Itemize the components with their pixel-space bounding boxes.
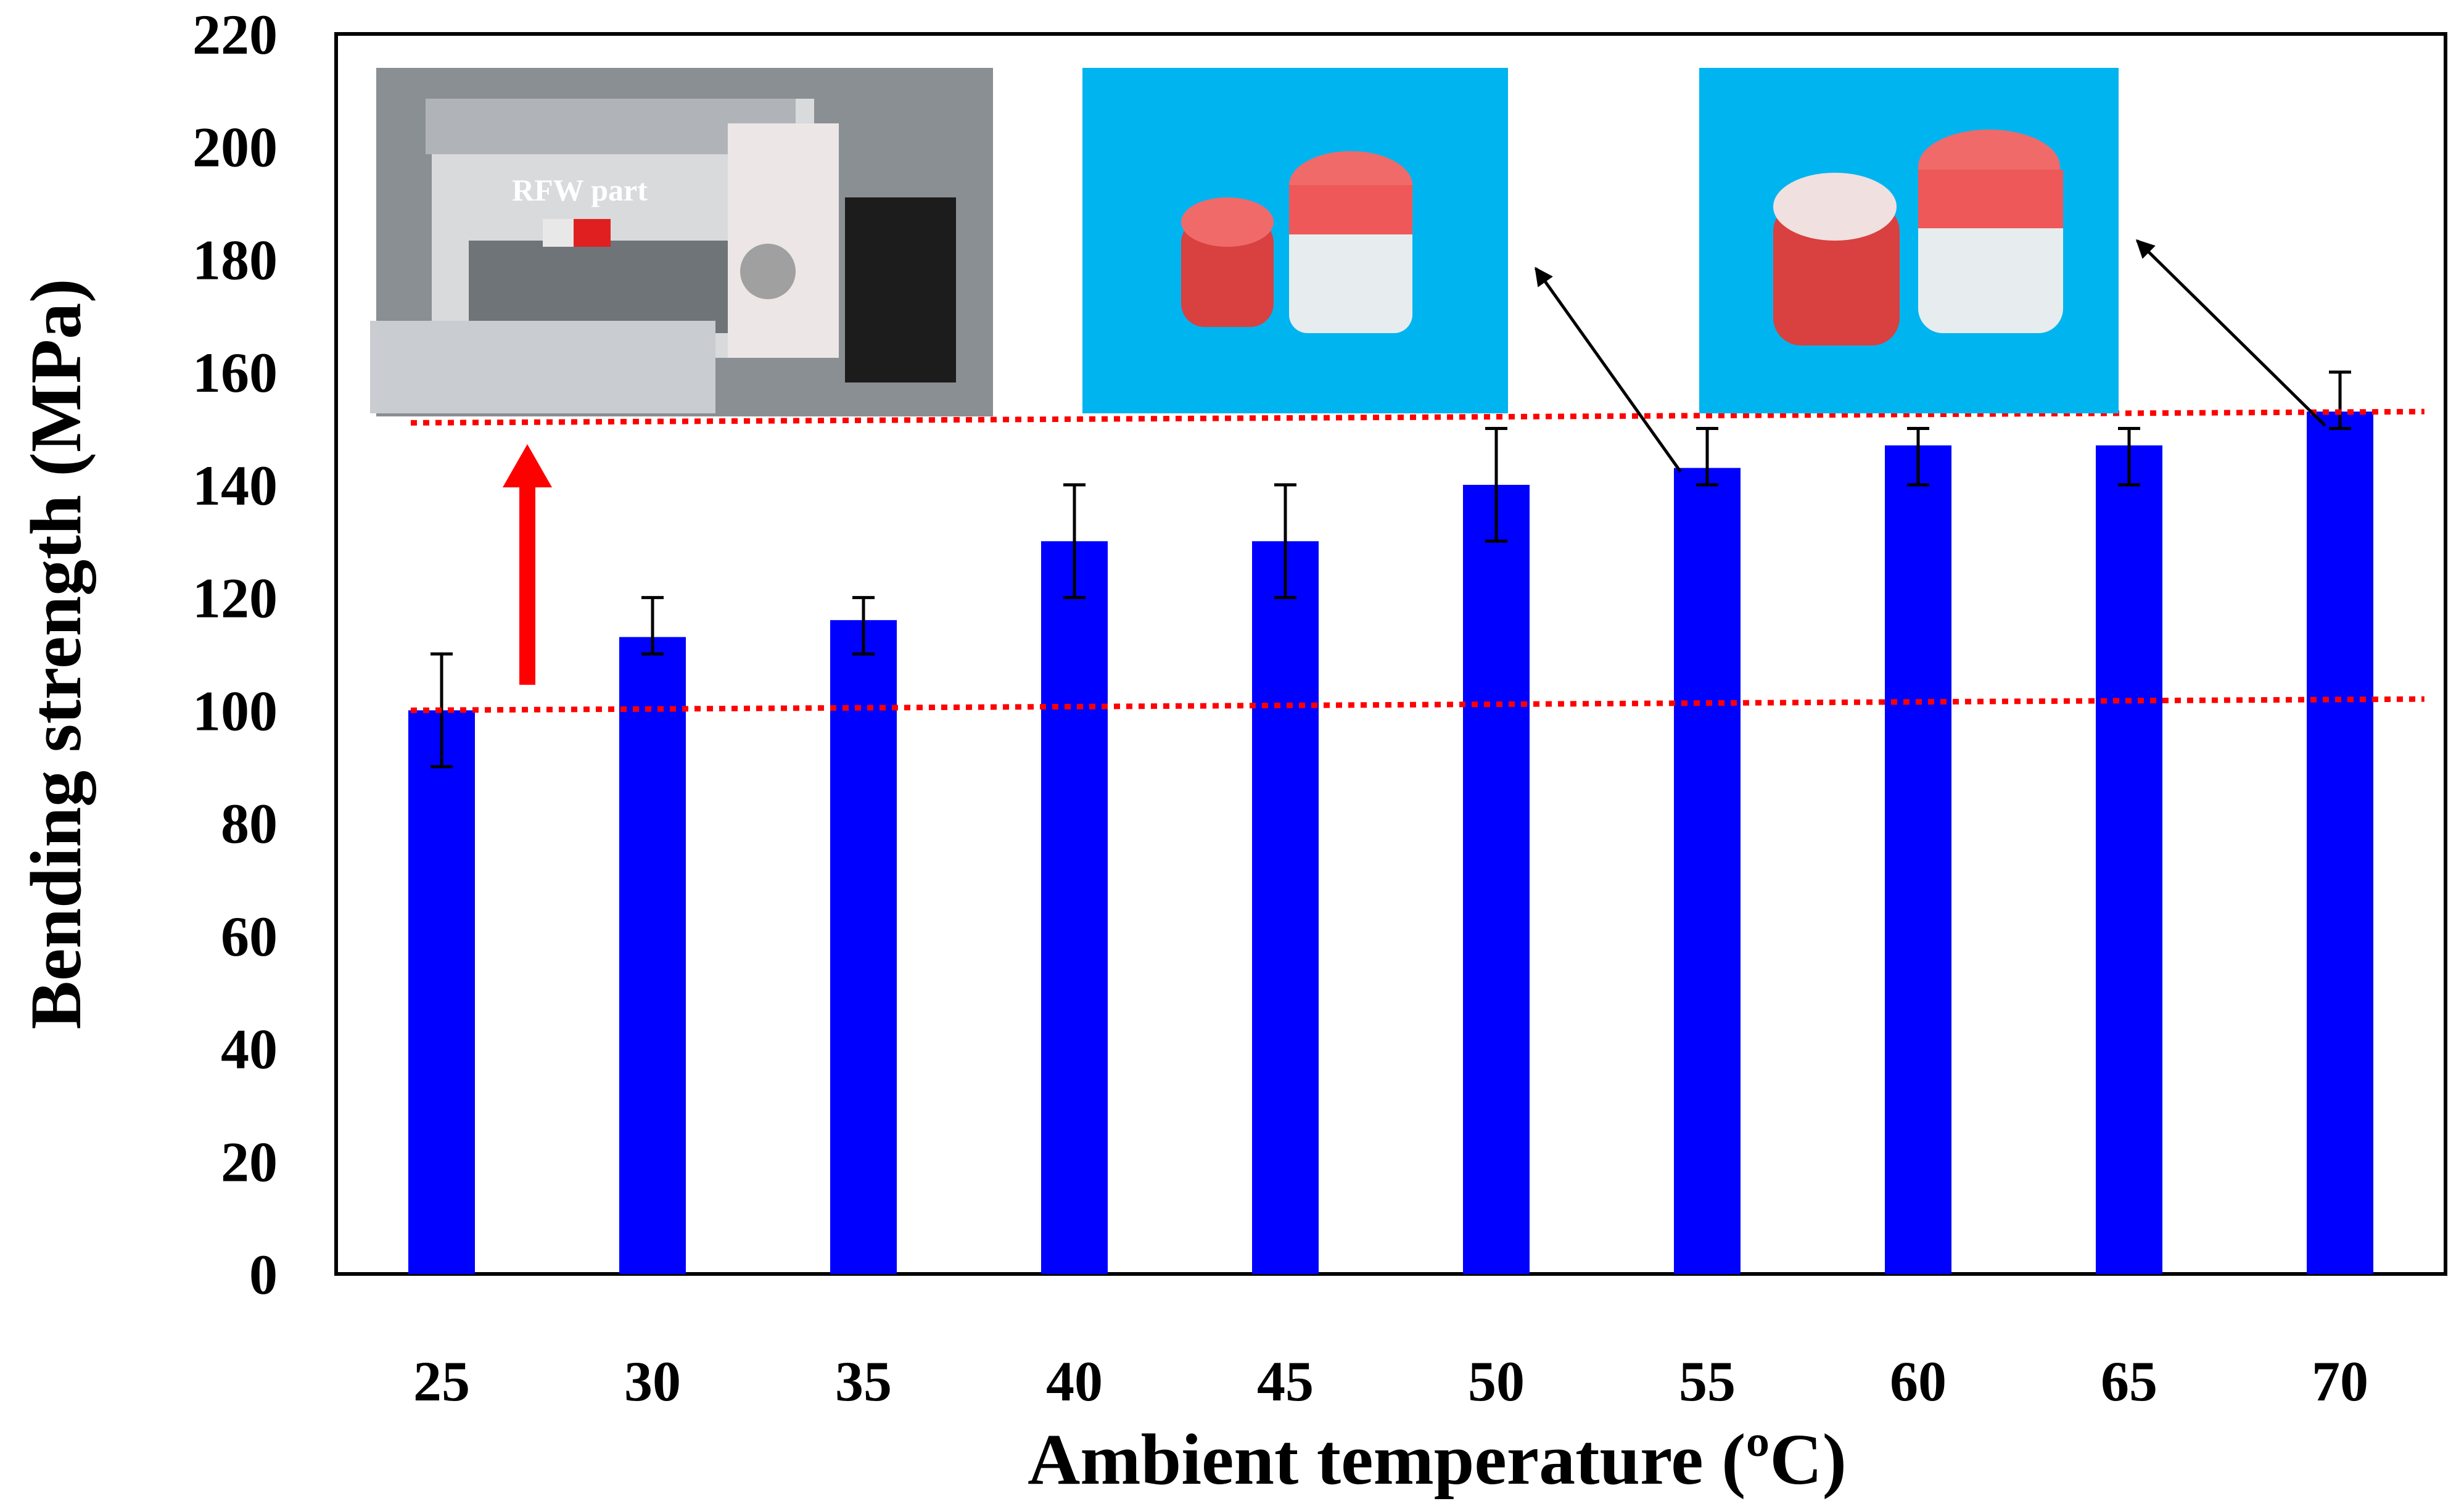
x-tick-label: 60 [1890,1350,1947,1413]
reference-line [410,408,2425,426]
error-bars-group [431,370,2351,769]
bar [408,710,475,1274]
error-bar [2329,370,2351,431]
bar [830,620,897,1274]
y-tick-label: 40 [221,1018,278,1081]
photo-arrow-70 [2135,239,2326,427]
x-tick-label: 45 [1257,1350,1314,1413]
error-bar [1485,427,1507,543]
x-tick-label: 55 [1679,1350,1736,1413]
y-tick-label: 60 [221,905,278,968]
x-tick-label: 35 [835,1350,892,1413]
error-bar [1063,483,1086,600]
y-tick-label: 0 [249,1243,278,1306]
x-tick-label: 40 [1046,1350,1103,1413]
x-tick-label: 65 [2101,1350,2157,1413]
x-tick-label: 30 [624,1350,681,1413]
y-tick-label: 120 [192,567,278,630]
reference-line [410,696,2425,713]
y-axis-ticks: 0 20 40 60 80 100 120 140 160 180 200 220 [192,3,278,1306]
bar [1463,484,1530,1274]
error-bar [641,596,664,656]
increase-arrow [503,444,552,685]
bar [2307,411,2373,1274]
y-tick-label: 140 [192,454,278,517]
photo-oven: RFW part [370,68,993,416]
bar [1885,445,1951,1274]
bar [2096,445,2162,1274]
bar [1041,541,1108,1274]
bar [1674,468,1741,1274]
rfw-part-label: RFW part [512,173,648,207]
photo-specimens-left [1082,68,1508,413]
bar [619,637,686,1274]
error-bar [852,596,875,656]
x-tick-label: 70 [2312,1350,2368,1413]
bars-group [408,411,2373,1274]
x-axis-title: Ambient temperature (ºC) [1028,1419,1847,1500]
bar [1252,541,1319,1274]
y-tick-label: 160 [192,341,278,404]
x-tick-label: 25 [413,1350,470,1413]
error-bar [1274,483,1296,600]
x-tick-label: 50 [1468,1350,1525,1413]
error-bar [2118,427,2140,487]
error-bar [1696,427,1718,487]
y-tick-label: 200 [192,116,278,179]
y-tick-label: 220 [192,3,278,66]
reference-lines-group [410,408,2425,713]
y-tick-label: 180 [192,228,278,291]
error-bar [1907,427,1929,487]
photo-specimens-right [1699,68,2119,413]
y-tick-label: 20 [221,1130,278,1193]
y-axis-title: Bending strength (MPa) [15,278,96,1029]
photo-arrow-55 [1534,267,1683,473]
y-tick-label: 80 [221,792,278,855]
x-axis-ticks: 25 30 35 40 45 50 55 60 65 70 [413,1350,2368,1413]
plot-frame [334,32,2447,1276]
y-tick-label: 100 [192,679,278,742]
